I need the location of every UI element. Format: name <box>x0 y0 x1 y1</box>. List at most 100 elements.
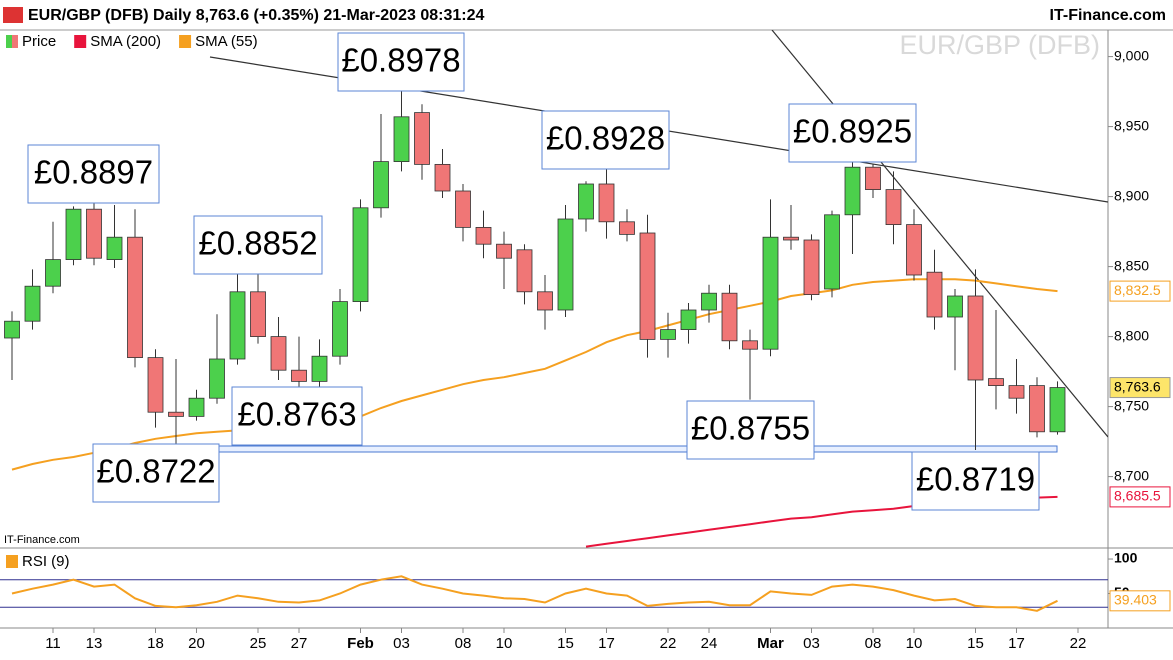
annotation-box <box>686 400 815 460</box>
candle-body <box>721 292 738 342</box>
last-value-label: 8,685.5 <box>1114 488 1161 504</box>
legend-label: SMA (55) <box>195 33 258 50</box>
x-tick-label: 25 <box>250 635 267 652</box>
annotation: £0.8755 <box>691 410 810 447</box>
candle-body <box>332 301 348 357</box>
last-value-label: 39.403 <box>1114 592 1157 608</box>
y-tick-label: 8,750 <box>1114 397 1149 413</box>
candle-body <box>639 232 656 340</box>
candle-body <box>578 183 594 220</box>
candle-body <box>742 340 758 350</box>
annotation-box <box>193 215 323 275</box>
candle-body <box>967 295 984 381</box>
candle-body <box>865 166 881 190</box>
candle-body <box>598 183 615 223</box>
x-tick-label: Mar <box>757 635 784 652</box>
candle-body <box>393 116 410 163</box>
candle-body <box>311 355 328 382</box>
candle-body <box>229 291 246 360</box>
x-tick-label: 22 <box>1070 635 1087 652</box>
candle-body <box>168 411 184 417</box>
legend-label: Price <box>22 33 56 50</box>
candle-body <box>619 221 635 235</box>
trend-line <box>771 30 1108 438</box>
annotation-box <box>231 386 363 446</box>
last-value-box <box>1109 280 1171 302</box>
candle-body <box>844 166 861 216</box>
candle-body <box>291 369 307 382</box>
x-tick-label: 10 <box>496 635 513 652</box>
candle-body <box>65 208 82 260</box>
candle-body <box>86 208 102 259</box>
candle-body <box>947 295 963 318</box>
candle-body <box>680 309 697 331</box>
x-tick-label: 11 <box>45 635 61 652</box>
candle-body <box>926 271 943 318</box>
annotation-box <box>337 32 465 92</box>
legend-swatch <box>179 35 192 48</box>
annotation-box <box>911 451 1040 511</box>
annotation: £0.8722 <box>96 453 215 490</box>
annotation-box <box>92 443 220 503</box>
y-tick-label: 8,700 <box>1114 467 1149 483</box>
line <box>11 575 1058 612</box>
annotation: £0.8763 <box>237 396 356 433</box>
legend-swatch <box>12 35 18 48</box>
annotation: £0.8925 <box>793 113 912 150</box>
support-band <box>174 445 1058 453</box>
candle-body <box>209 358 225 399</box>
x-tick-label: 03 <box>393 635 410 652</box>
chart-title: EUR/GBP (DFB) Daily 8,763.6 (+0.35%) 21-… <box>28 7 484 24</box>
y-tick-label: 8,950 <box>1114 117 1149 133</box>
x-tick-label: 15 <box>557 635 574 652</box>
x-tick-label: 22 <box>660 635 677 652</box>
candle-body <box>516 249 533 293</box>
annotation-box <box>541 110 670 170</box>
y-tick-label: 8,900 <box>1114 187 1149 203</box>
candle-body <box>701 292 717 311</box>
candle-body <box>824 214 840 290</box>
x-tick-label: 13 <box>86 635 103 652</box>
candle-body <box>988 378 1004 387</box>
candle-body <box>1008 385 1025 399</box>
y-tick-label: 9,000 <box>1114 47 1149 63</box>
candle-body <box>885 189 902 226</box>
header-bar <box>0 0 1173 30</box>
candle-body <box>475 226 492 245</box>
x-tick-label: Feb <box>347 635 374 652</box>
legend-label: RSI (9) <box>22 553 70 570</box>
legend-swatch <box>74 35 87 48</box>
y-tick-label: 8,850 <box>1114 257 1149 273</box>
x-tick-label: 27 <box>291 635 308 652</box>
candle-body <box>762 236 779 350</box>
annotation: £0.8978 <box>341 42 460 79</box>
legend-swatch <box>6 555 18 568</box>
candle-body <box>24 285 41 322</box>
annotation: £0.8719 <box>916 461 1035 498</box>
source: IT-Finance.com <box>1050 7 1166 24</box>
candle-body <box>496 243 512 259</box>
candle-body <box>783 236 799 241</box>
last-value-label: 8,763.6 <box>1114 378 1161 394</box>
line <box>11 278 1058 471</box>
candle-body <box>455 190 471 228</box>
x-tick-label: 10 <box>906 635 923 652</box>
last-value-box <box>1109 486 1171 508</box>
candle-body <box>45 259 61 287</box>
annotation: £0.8852 <box>198 225 317 262</box>
x-tick-label: 17 <box>1008 635 1025 652</box>
candle-body <box>557 218 574 311</box>
candle-body <box>188 397 205 417</box>
candle-body <box>660 329 676 340</box>
candle-body <box>414 112 430 165</box>
x-tick-label: 08 <box>865 635 882 652</box>
annotation: £0.8928 <box>546 120 665 157</box>
last-value-box <box>1109 377 1171 399</box>
candle-body <box>127 236 143 358</box>
x-tick-label: 15 <box>967 635 984 652</box>
x-tick-label: 24 <box>701 635 718 652</box>
x-tick-label: 17 <box>598 635 615 652</box>
x-tick-label: 08 <box>455 635 472 652</box>
